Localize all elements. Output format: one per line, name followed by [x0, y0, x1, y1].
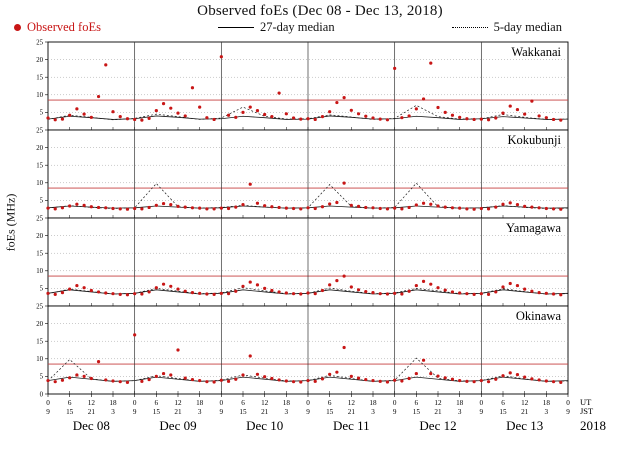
svg-text:12: 12 [174, 399, 182, 407]
svg-text:3: 3 [285, 408, 289, 416]
svg-text:15: 15 [413, 408, 421, 416]
svg-text:15: 15 [239, 408, 247, 416]
svg-text:6: 6 [415, 399, 419, 407]
svg-text:3: 3 [545, 408, 549, 416]
svg-text:UT: UT [580, 397, 592, 407]
svg-text:9: 9 [306, 408, 310, 416]
svg-text:JST: JST [580, 406, 594, 416]
svg-text:6: 6 [328, 399, 332, 407]
svg-text:18: 18 [196, 399, 204, 407]
median5-line-marker [451, 27, 488, 28]
svg-text:3: 3 [198, 408, 202, 416]
svg-text:20: 20 [36, 321, 43, 328]
svg-text:5: 5 [40, 110, 44, 117]
legend-median27-label: 27-day median [259, 20, 335, 34]
svg-text:12: 12 [88, 399, 96, 407]
svg-text:3: 3 [458, 408, 462, 416]
svg-text:Dec 10: Dec 10 [246, 418, 283, 433]
svg-text:18: 18 [456, 399, 464, 407]
svg-text:Dec 11: Dec 11 [333, 418, 370, 433]
chart-title: Observed foEs (Dec 08 - Dec 13, 2018) [197, 3, 443, 19]
svg-text:15: 15 [36, 75, 43, 82]
legend-observed-label: Observed foEs [27, 20, 101, 34]
svg-text:0: 0 [393, 399, 397, 407]
legend-item-observed: Observed foEs [14, 20, 101, 35]
svg-text:0: 0 [220, 399, 224, 407]
svg-text:9: 9 [46, 408, 50, 416]
svg-text:Dec 13: Dec 13 [506, 418, 543, 433]
svg-text:25: 25 [36, 39, 43, 46]
svg-text:Kokubunji: Kokubunji [508, 133, 562, 147]
svg-text:6: 6 [68, 399, 72, 407]
svg-text:18: 18 [109, 399, 117, 407]
svg-text:Yamagawa: Yamagawa [506, 221, 561, 235]
svg-text:6: 6 [155, 399, 159, 407]
svg-text:5: 5 [40, 286, 44, 293]
svg-text:12: 12 [521, 399, 529, 407]
svg-text:10: 10 [36, 180, 43, 187]
legend: Observed foEs 27-day median 5-day median [0, 20, 640, 35]
legend-median5-label: 5-day median [493, 20, 562, 34]
observed-dot-marker [14, 24, 21, 31]
svg-text:12: 12 [261, 399, 269, 407]
svg-text:Dec 09: Dec 09 [159, 418, 196, 433]
svg-text:15: 15 [499, 408, 507, 416]
svg-text:10: 10 [36, 92, 43, 99]
svg-text:9: 9 [133, 408, 137, 416]
svg-text:20: 20 [36, 57, 43, 64]
svg-text:10: 10 [36, 356, 43, 363]
svg-text:15: 15 [66, 408, 74, 416]
legend-item-median5: 5-day median [451, 20, 562, 35]
svg-text:25: 25 [36, 303, 43, 310]
svg-text:Dec 08: Dec 08 [73, 418, 110, 433]
svg-text:5: 5 [40, 374, 44, 381]
svg-text:9: 9 [566, 408, 570, 416]
svg-text:0: 0 [480, 399, 484, 407]
svg-text:9: 9 [480, 408, 484, 416]
svg-text:15: 15 [36, 163, 43, 170]
svg-text:21: 21 [174, 408, 182, 416]
svg-text:10: 10 [36, 268, 43, 275]
svg-text:0: 0 [306, 399, 310, 407]
svg-text:21: 21 [434, 408, 442, 416]
svg-text:15: 15 [36, 339, 43, 346]
svg-text:6: 6 [241, 399, 245, 407]
svg-text:Okinawa: Okinawa [516, 309, 562, 323]
median27-line-marker [217, 27, 254, 28]
svg-text:9: 9 [220, 408, 224, 416]
svg-text:2018: 2018 [580, 418, 606, 433]
svg-text:Wakkanai: Wakkanai [511, 45, 561, 59]
svg-text:12: 12 [434, 399, 442, 407]
svg-text:12: 12 [348, 399, 356, 407]
svg-text:25: 25 [36, 127, 43, 134]
svg-text:21: 21 [348, 408, 356, 416]
svg-text:15: 15 [36, 251, 43, 258]
svg-text:0: 0 [566, 399, 570, 407]
svg-text:0: 0 [40, 391, 44, 398]
svg-text:20: 20 [36, 233, 43, 240]
svg-text:3: 3 [111, 408, 115, 416]
legend-item-median27: 27-day median [217, 20, 335, 35]
svg-text:18: 18 [369, 399, 377, 407]
svg-text:3: 3 [371, 408, 375, 416]
svg-text:21: 21 [521, 408, 529, 416]
svg-text:5: 5 [40, 198, 44, 205]
svg-text:18: 18 [543, 399, 551, 407]
svg-text:6: 6 [501, 399, 505, 407]
svg-text:0: 0 [133, 399, 137, 407]
svg-text:15: 15 [326, 408, 334, 416]
svg-text:21: 21 [88, 408, 96, 416]
svg-text:Dec 12: Dec 12 [419, 418, 456, 433]
svg-text:21: 21 [261, 408, 269, 416]
svg-text:18: 18 [283, 399, 291, 407]
svg-text:15: 15 [153, 408, 161, 416]
svg-text:25: 25 [36, 215, 43, 222]
svg-text:9: 9 [393, 408, 397, 416]
svg-text:0: 0 [46, 399, 50, 407]
svg-text:20: 20 [36, 145, 43, 152]
